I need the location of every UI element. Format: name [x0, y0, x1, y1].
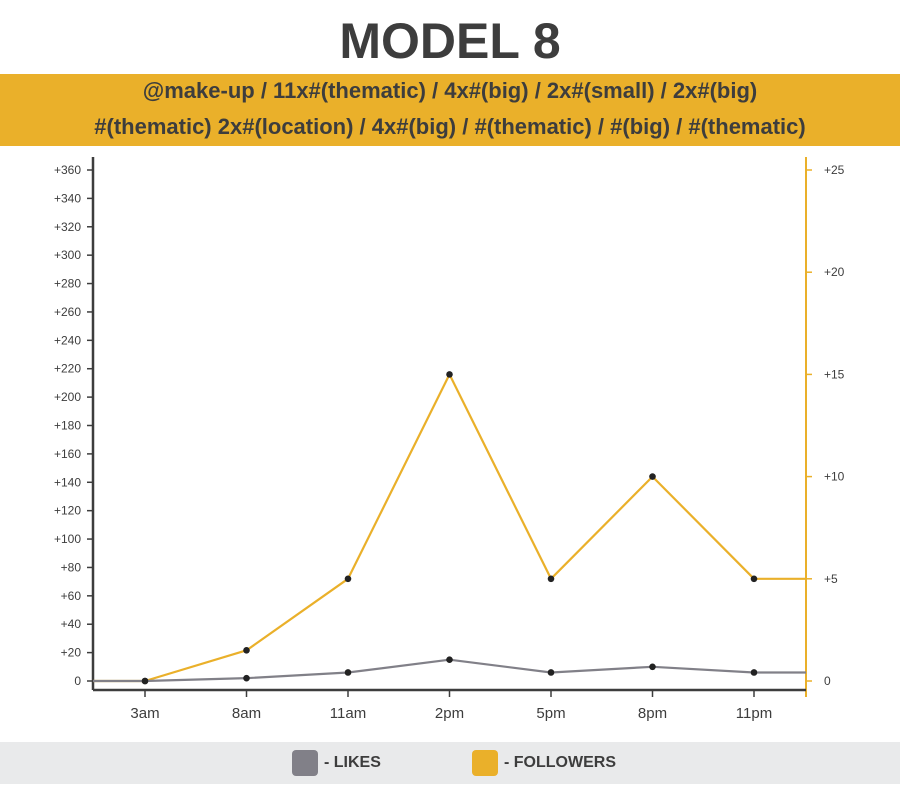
x-tick-label: 11pm: [736, 705, 772, 722]
likes-point: [344, 669, 352, 676]
left-tick-label: +260: [54, 305, 81, 319]
followers-point: [750, 575, 758, 583]
followers-swatch: [472, 750, 498, 776]
left-tick-label: +40: [61, 617, 82, 631]
followers-point: [243, 647, 250, 654]
x-tick-label: 5pm: [536, 705, 565, 722]
followers-point: [649, 473, 656, 480]
left-tick-label: 0: [74, 674, 81, 688]
series-layer: [93, 371, 806, 685]
right-tick-label: +10: [824, 470, 845, 484]
followers-point: [446, 371, 453, 378]
left-tick-label: +320: [54, 220, 81, 234]
x-tick-label: 11am: [330, 705, 366, 722]
legend-label-likes: - LIKES: [324, 754, 381, 771]
left-tick-label: +200: [54, 390, 81, 404]
left-tick-label: +360: [54, 163, 81, 177]
left-tick-label: +20: [61, 646, 82, 660]
followers-point: [344, 575, 352, 583]
x-axis: 3am 8am 11am 2pm 5pm 8pm 11pm: [93, 688, 806, 722]
left-tick-label: +80: [61, 560, 82, 574]
right-axis: 0 +5 +10 +15 +20 +25: [805, 157, 845, 697]
left-tick-label: +220: [54, 362, 81, 376]
x-tick-label: 8pm: [638, 705, 667, 722]
likes-point: [649, 663, 656, 671]
left-tick-label: +140: [54, 475, 81, 489]
left-axis: 0 +20 +40 +60 +80 +100 +120 +140 +160 +180 +200 +22…: [54, 157, 95, 690]
legend-label-followers: - FOLLOWERS: [504, 754, 616, 771]
x-tick-label: 8am: [232, 705, 261, 722]
left-tick-label: +160: [54, 447, 81, 461]
left-tick-label: +240: [54, 333, 81, 347]
right-tick-label: +15: [824, 367, 845, 381]
legend: - LIKES - FOLLOWERS: [0, 742, 900, 784]
likes-point: [446, 656, 453, 664]
x-tick-label: 3am: [130, 705, 159, 722]
left-tick-label: +300: [54, 248, 81, 262]
right-tick-label: 0: [824, 674, 831, 688]
followers-point: [547, 575, 555, 583]
likes-point: [243, 674, 250, 682]
likes-point: [547, 669, 555, 676]
left-tick-label: +180: [54, 419, 81, 433]
likes-point: [141, 677, 149, 685]
left-tick-label: +100: [54, 532, 81, 546]
left-tick-label: +60: [61, 589, 82, 603]
chart-title: MODEL 8: [339, 13, 561, 69]
banner-line-1: @make-up / 11x#(thematic) / 4x#(big) / 2…: [142, 78, 758, 103]
likes-point: [750, 669, 758, 676]
left-tick-label: +280: [54, 277, 81, 291]
likes-swatch: [292, 750, 318, 776]
banner-line-2: #(thematic) 2x#(location) / 4x#(big) / #…: [94, 114, 806, 139]
right-tick-label: +25: [824, 163, 845, 177]
left-tick-label: +340: [54, 191, 81, 205]
line-chart: 0+20+40+60+80+100+120+140+160+180+200+22…: [54, 157, 845, 722]
right-tick-label: +20: [824, 265, 845, 279]
right-tick-label: +5: [824, 572, 838, 586]
x-tick-label: 2pm: [435, 705, 464, 722]
left-tick-label: +120: [54, 504, 81, 518]
followers-line: [93, 373, 806, 683]
hashtag-banner: @make-up / 11x#(thematic) / 4x#(big) / 2…: [0, 74, 900, 146]
